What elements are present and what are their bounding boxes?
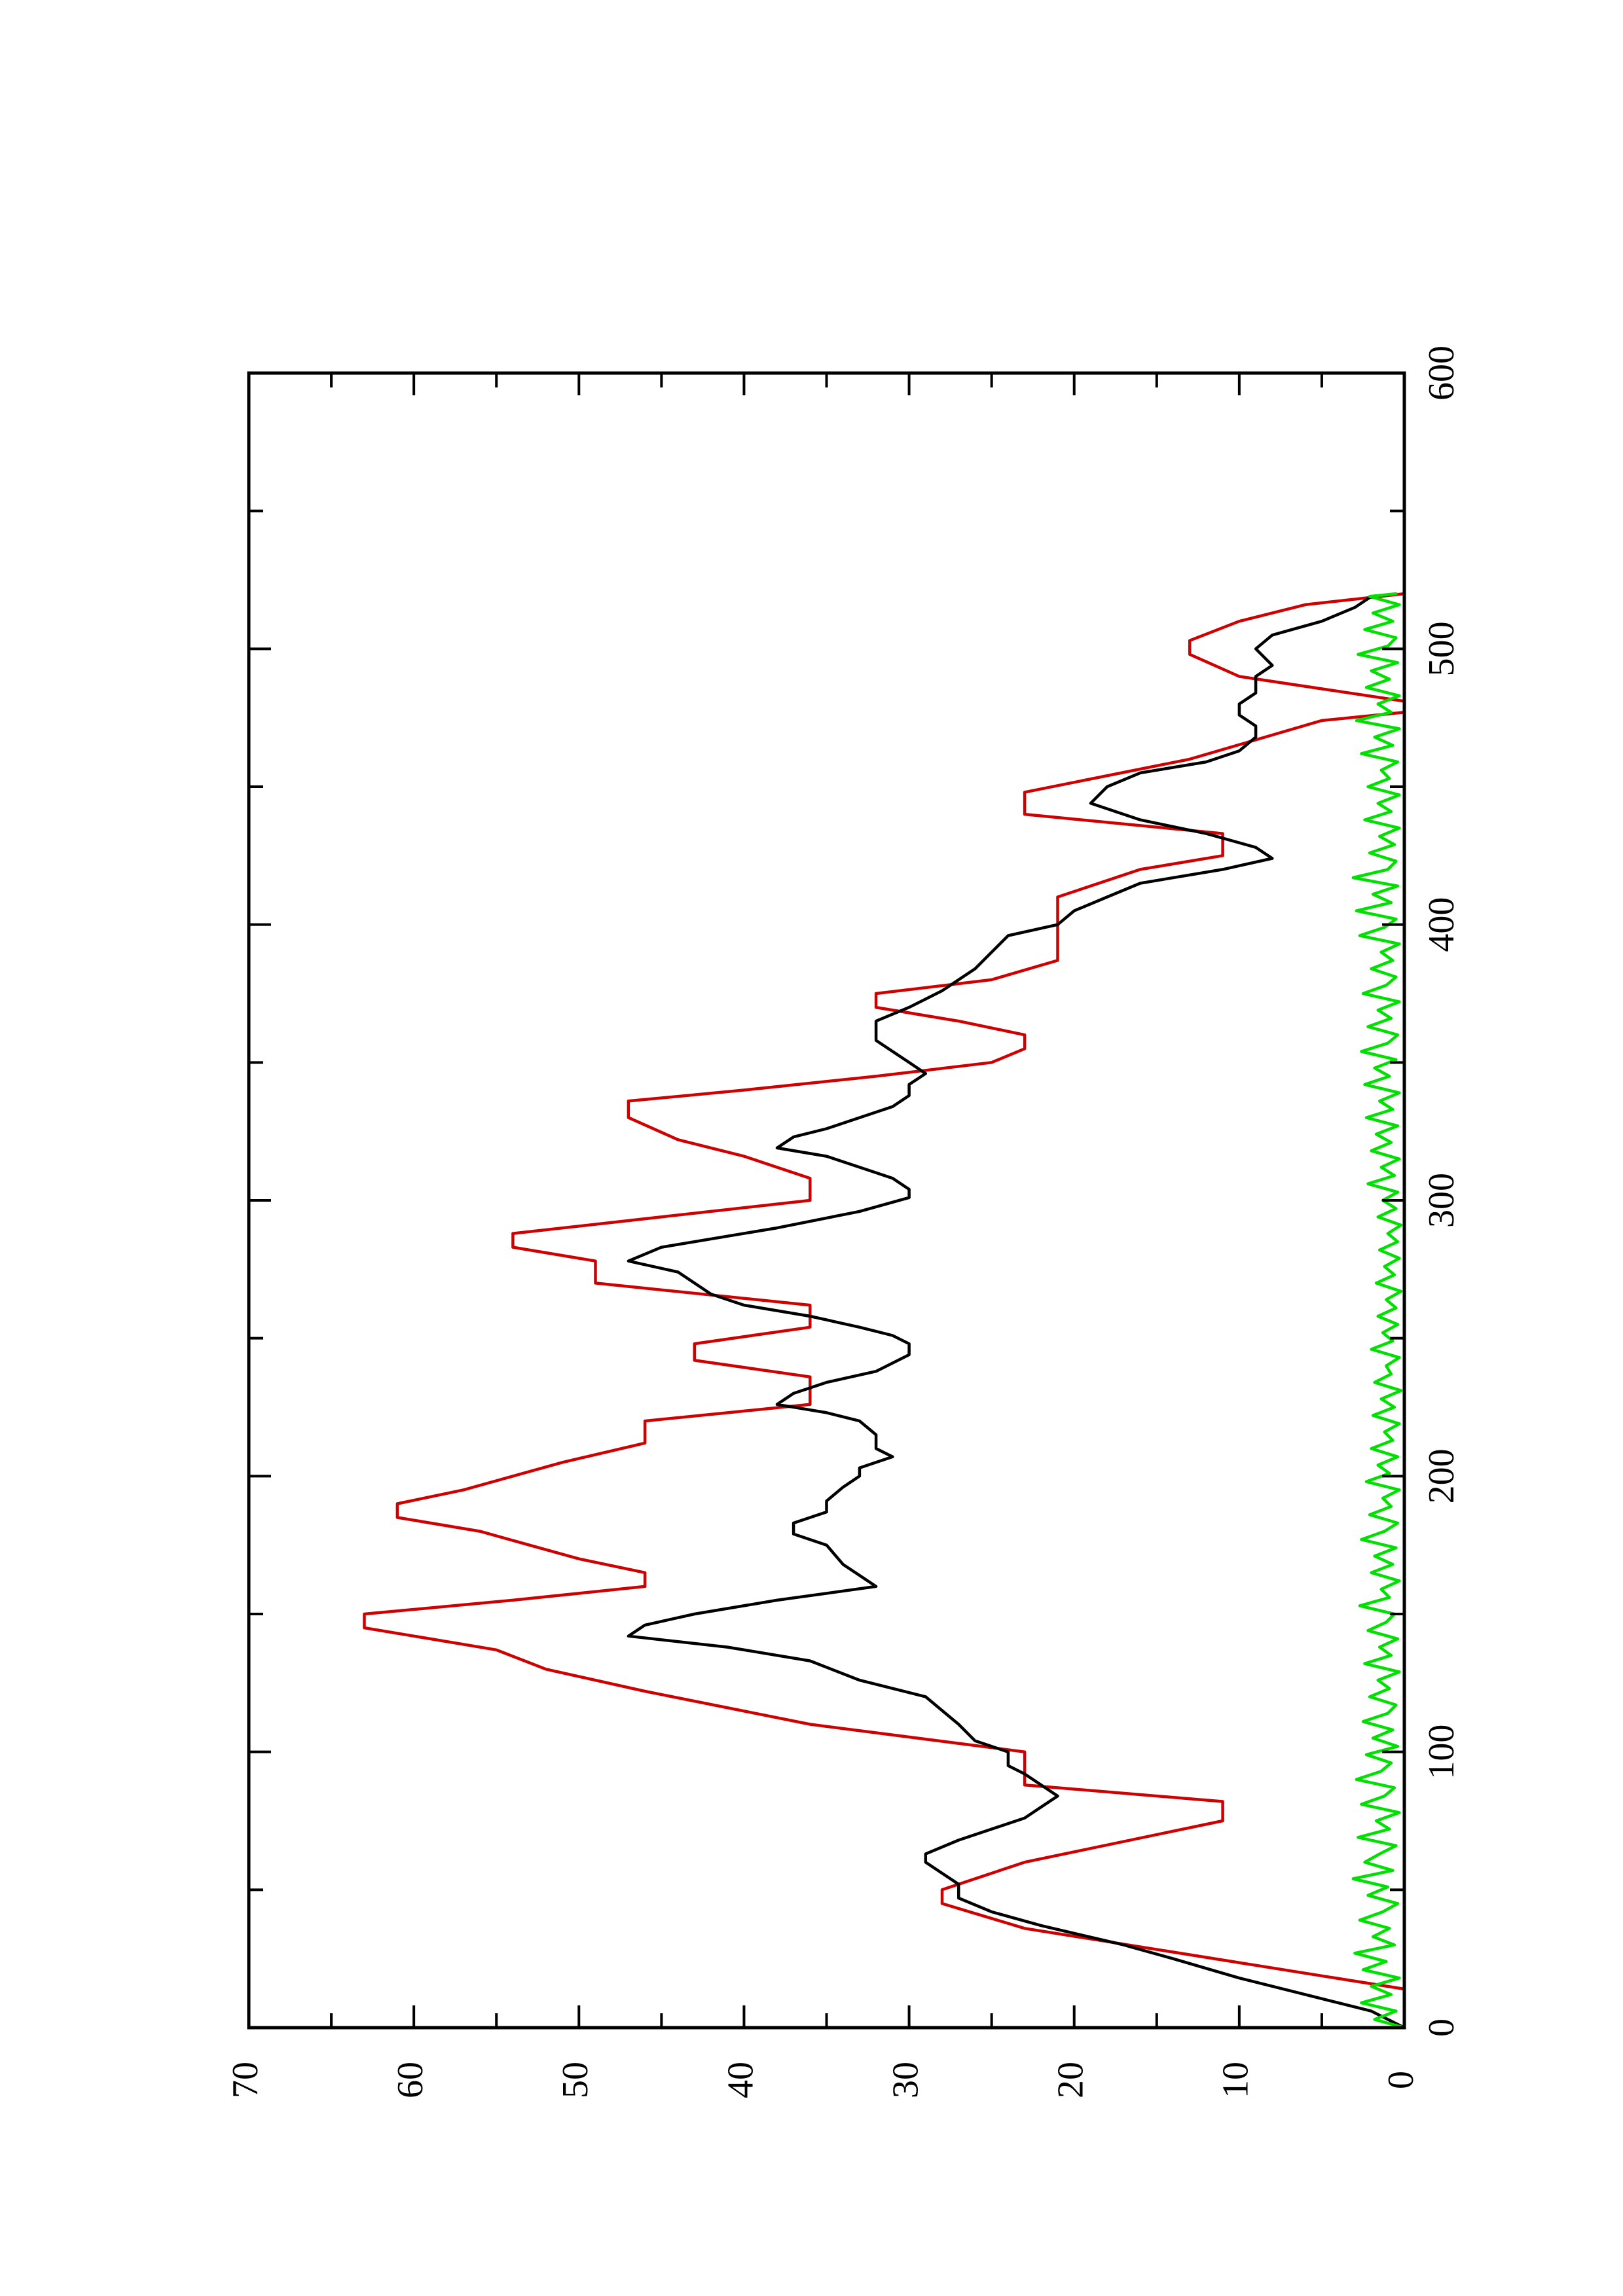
x-tick-label: 500 [1421,621,1462,676]
y-tick-label: 40 [720,2062,761,2098]
x-tick-label: 600 [1421,346,1462,401]
plot-frame [247,371,1406,2030]
x-tick-label: 0 [1421,2018,1462,2037]
y-tick-label: 20 [1051,2062,1091,2098]
x-tick-label: 100 [1421,1725,1462,1780]
tick-labels-layer: 0 100 200 300 400 500 600 0 10 20 30 40 50 60 70 [225,346,1462,2098]
black-series [627,595,1406,2030]
red-step-series [363,592,1406,2030]
y-tick-label: 70 [225,2062,266,2098]
x-tick-label: 200 [1421,1448,1462,1503]
x-tick-label: 300 [1421,1173,1462,1228]
y-tick-label: 10 [1216,2062,1256,2098]
green-noise-series [1351,592,1406,2030]
y-tick-label: 30 [885,2062,926,2098]
y-tick-label: 0 [1381,2071,1421,2089]
series-layer [363,592,1406,2030]
y-tick-label: 60 [390,2062,431,2098]
y-tick-label: 50 [555,2062,596,2098]
x-tick-label: 400 [1421,897,1462,952]
